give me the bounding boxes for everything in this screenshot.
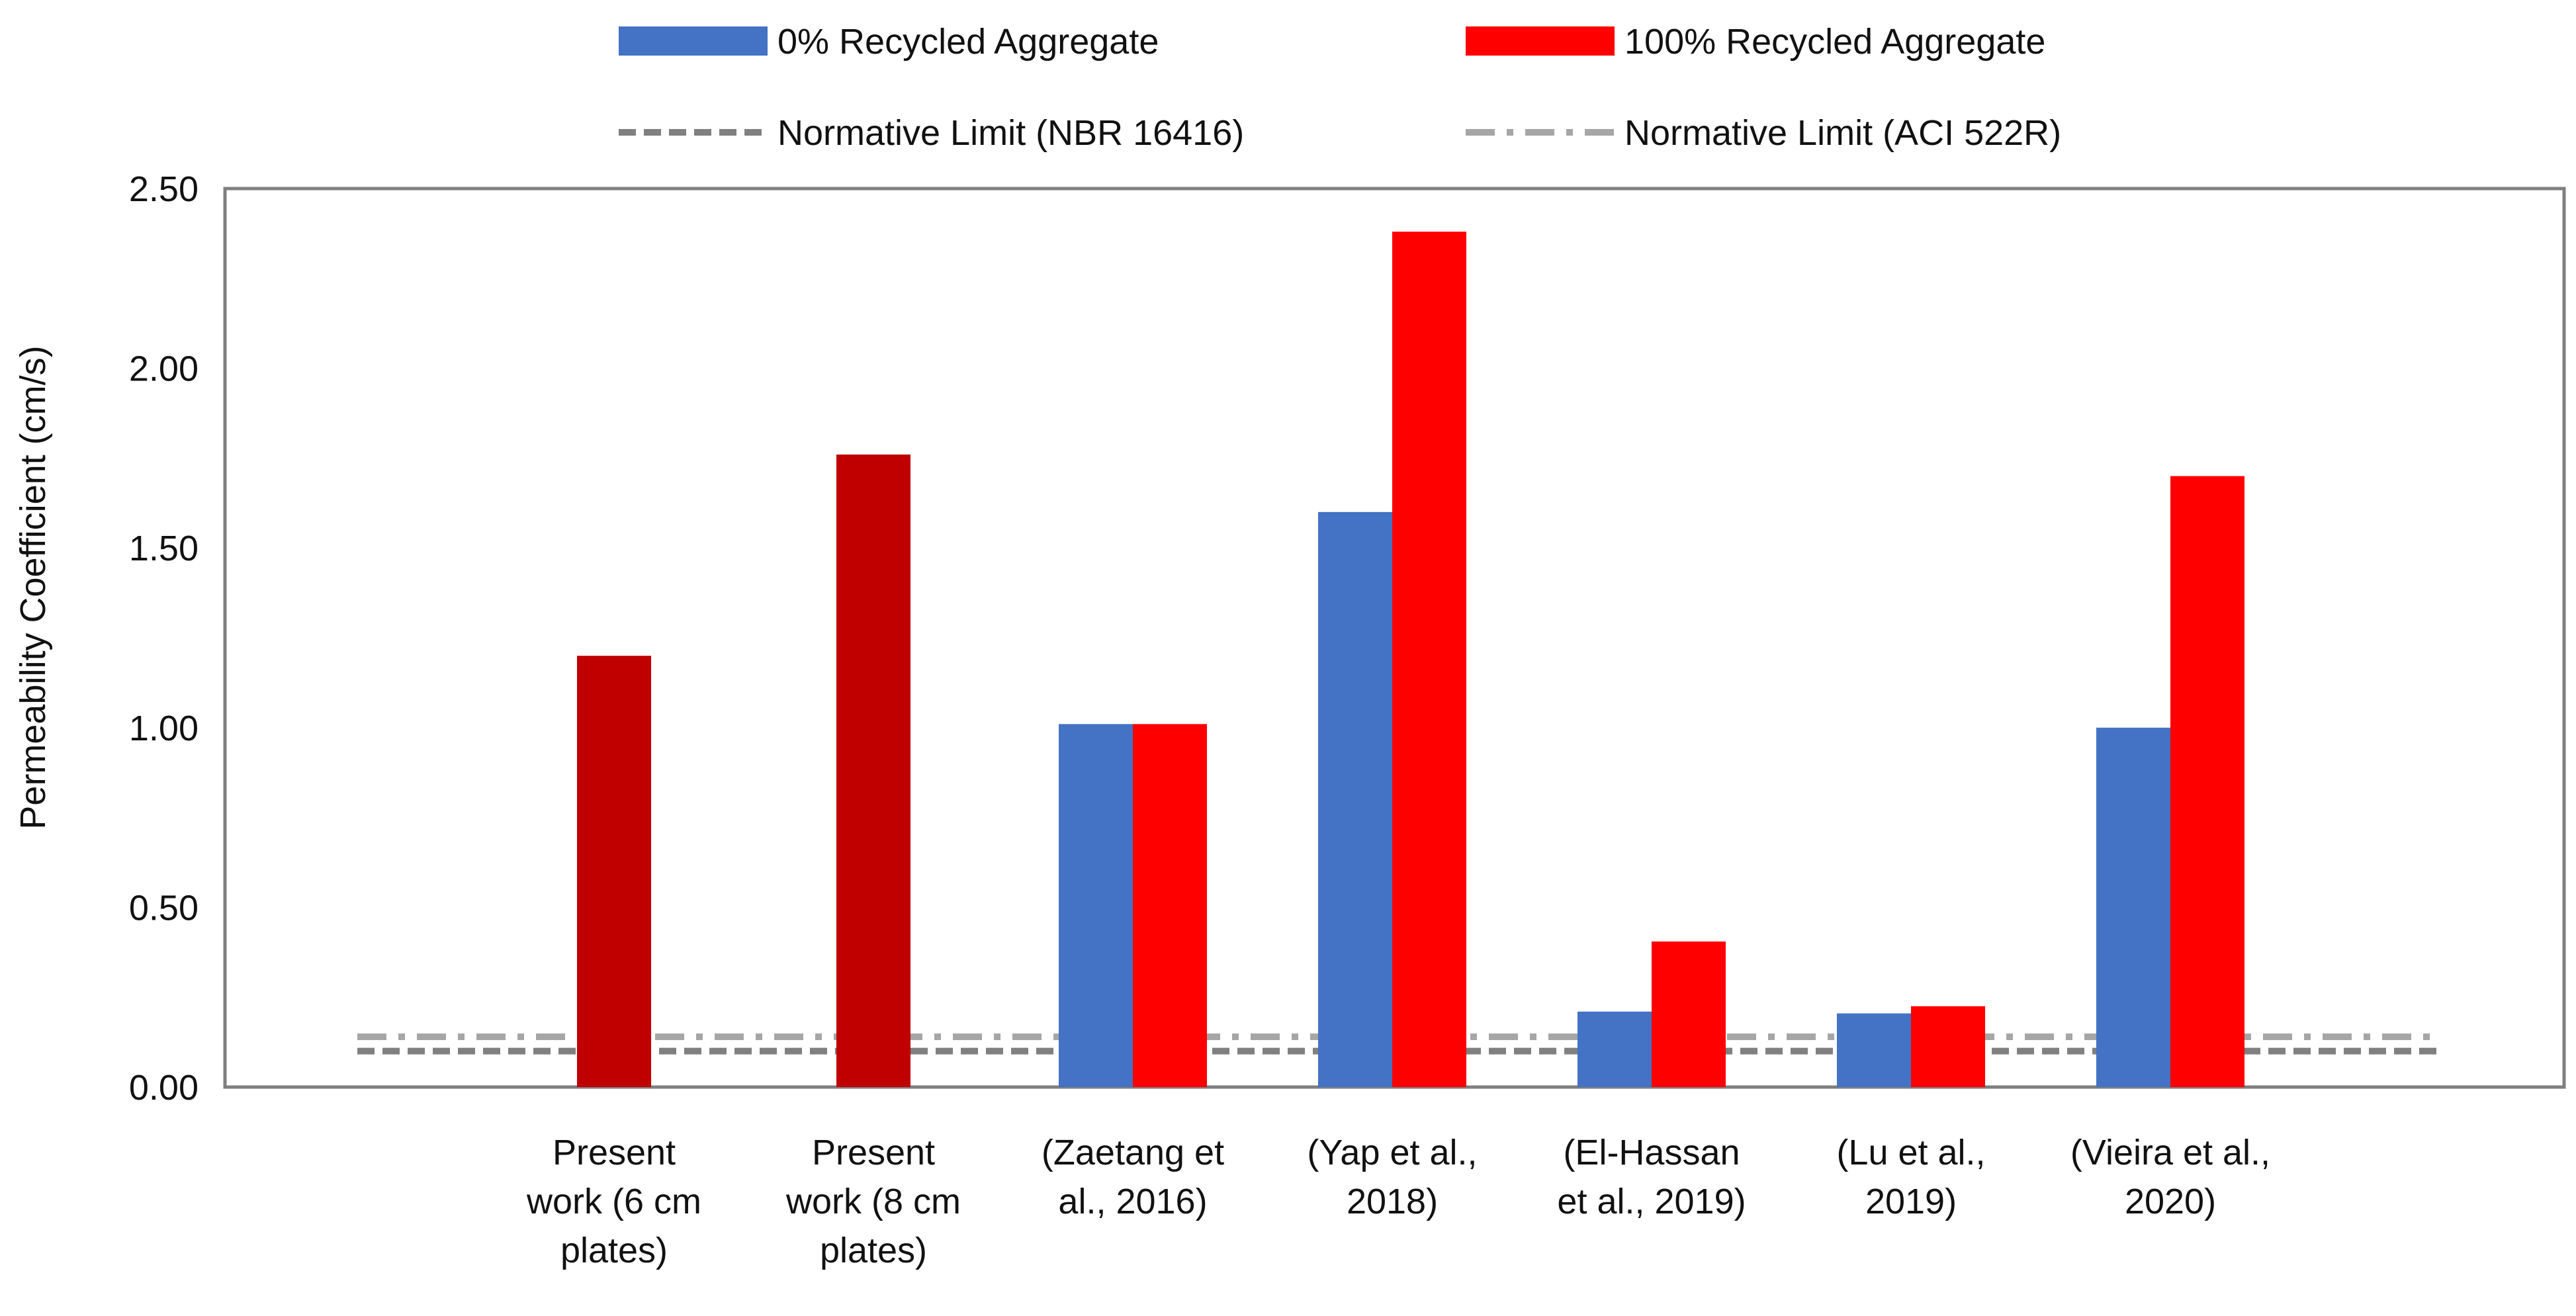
x-tick-label: (Yap et al., 2018) [1307, 1133, 1477, 1221]
bar-natural-7 [2096, 727, 2170, 1087]
bar-recycled-2 [836, 454, 910, 1087]
y-axis: 0.00 0.50 1.00 1.50 2.00 2.50 [129, 169, 199, 1108]
bar-recycled-5 [1652, 942, 1726, 1087]
bar-recycled-1 [577, 656, 651, 1087]
y-tick-label: 2.50 [129, 169, 199, 209]
bar-natural-3 [1059, 724, 1133, 1087]
legend-nbr-label: Normative Limit (NBR 16416) [777, 113, 1244, 153]
y-axis-label: Permeability Coefficient (cm/s) [13, 345, 53, 829]
x-tick-label: (Vieira et al., 2020) [2070, 1133, 2270, 1221]
legend-recycled: 100% Recycled Aggregate [1466, 22, 2045, 62]
x-tick-label: (Lu et al., 2019) [1836, 1133, 1985, 1221]
y-tick-label: 2.00 [129, 349, 199, 389]
legend: 0% Recycled Aggregate 100% Recycled Aggre… [619, 22, 2061, 153]
bar-recycled-3 [1133, 724, 1207, 1087]
x-tick-label: (Zaetang et al., 2016) [1042, 1133, 1224, 1221]
bar-natural-5 [1577, 1011, 1652, 1087]
legend-natural: 0% Recycled Aggregate [619, 22, 1159, 62]
bar-natural-6 [1837, 1013, 1911, 1087]
legend-natural-swatch [619, 26, 768, 56]
y-tick-label: 0.00 [129, 1068, 199, 1108]
bar-recycled-6 [1911, 1006, 1985, 1087]
x-axis: Present work (6 cm plates) Present work (8 c… [526, 1133, 2270, 1270]
bars [577, 232, 2244, 1088]
bar-recycled-4 [1392, 232, 1466, 1088]
y-tick-label: 0.50 [129, 888, 199, 928]
legend-nbr: Normative Limit (NBR 16416) [619, 113, 1244, 153]
y-tick-label: 1.00 [129, 709, 199, 748]
bar-natural-4 [1318, 511, 1392, 1087]
x-tick-label: (El-Hassan et al., 2019) [1557, 1133, 1746, 1221]
y-tick-label: 1.50 [129, 529, 199, 568]
legend-natural-label: 0% Recycled Aggregate [777, 22, 1159, 62]
legend-aci: Normative Limit (ACI 522R) [1466, 113, 2061, 153]
x-tick-label: Present work (6 cm plates) [526, 1133, 701, 1270]
legend-recycled-label: 100% Recycled Aggregate [1624, 22, 2045, 62]
x-tick-label: Present work (8 cm plates) [785, 1133, 961, 1270]
legend-aci-label: Normative Limit (ACI 522R) [1624, 113, 2061, 153]
bar-recycled-7 [2170, 476, 2244, 1087]
legend-recycled-swatch [1466, 26, 1615, 56]
